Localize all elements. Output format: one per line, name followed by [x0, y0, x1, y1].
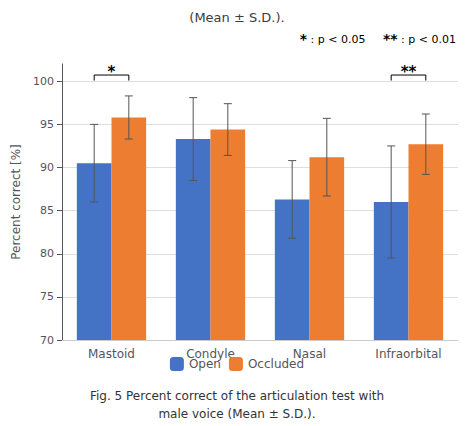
svg-text:70: 70 — [40, 334, 54, 347]
svg-text:Condyle: Condyle — [186, 347, 235, 361]
svg-text:(Mean ± S.D.).: (Mean ± S.D.). — [189, 10, 284, 25]
svg-text:*: * — [108, 63, 116, 81]
svg-text:85: 85 — [40, 204, 54, 217]
svg-text:Fig. 5 Percent correct of the: Fig. 5 Percent correct of the articulati… — [90, 389, 384, 403]
svg-text:Open: Open — [189, 357, 221, 371]
svg-text:Mastoid: Mastoid — [88, 347, 135, 361]
svg-text:Nasal: Nasal — [292, 347, 327, 361]
svg-text:: p < 0.05: : p < 0.05 — [307, 33, 365, 46]
svg-text:Percent correct [%]: Percent correct [%] — [9, 144, 23, 260]
svg-text:100: 100 — [33, 75, 54, 88]
svg-text:Occluded: Occluded — [248, 357, 304, 371]
svg-text:90: 90 — [40, 161, 54, 174]
svg-text:80: 80 — [40, 247, 54, 260]
svg-text:95: 95 — [40, 118, 54, 131]
svg-text:Infraorbital: Infraorbital — [375, 347, 441, 361]
svg-text:male voice (Mean ± S.D.).: male voice (Mean ± S.D.). — [158, 407, 315, 421]
svg-text:: p < 0.01: : p < 0.01 — [398, 33, 456, 46]
svg-text:**: ** — [383, 31, 398, 47]
svg-text:75: 75 — [40, 290, 54, 303]
svg-text:**: ** — [401, 63, 417, 81]
